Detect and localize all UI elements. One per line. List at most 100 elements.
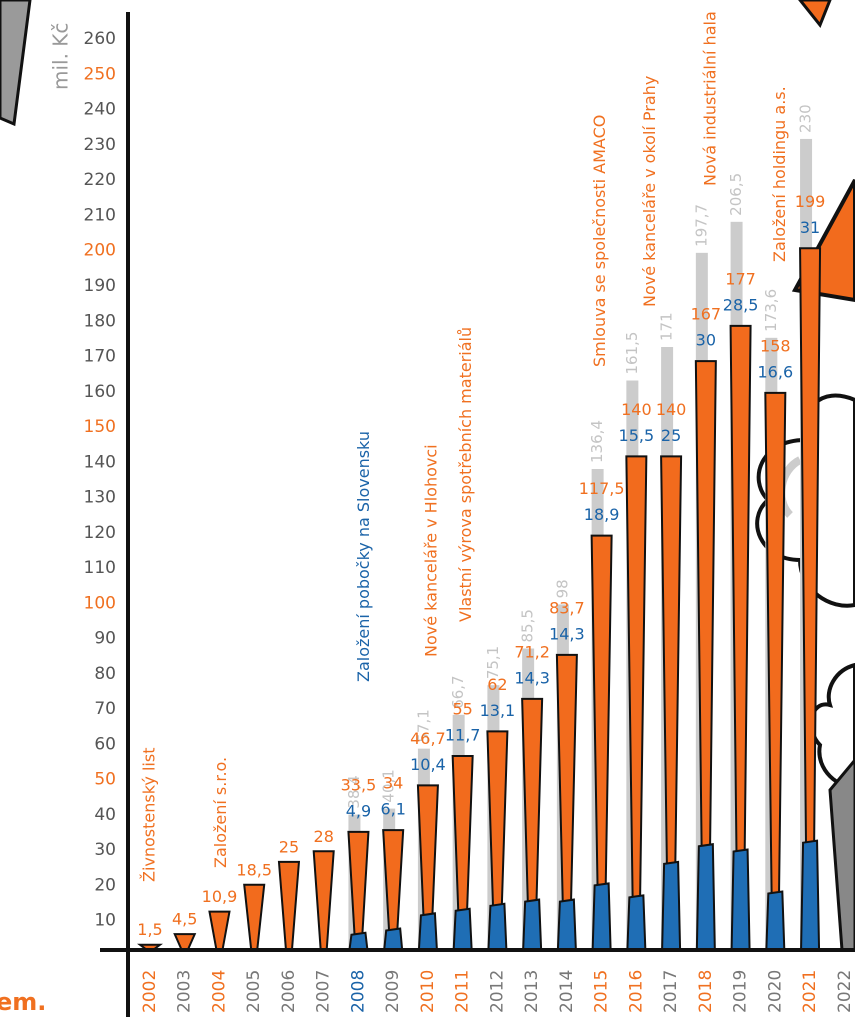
value-label: 71,2 <box>514 642 550 661</box>
bar <box>383 927 404 951</box>
value-label: 140 <box>656 400 687 419</box>
value-label: 98 <box>553 579 571 598</box>
value-label: 11,7 <box>445 726 481 745</box>
value-label: 33,5 <box>341 775 377 794</box>
x-tick-label: 2012 <box>487 970 507 1013</box>
bar <box>487 902 508 951</box>
x-tick-label: 2002 <box>140 970 160 1013</box>
y-tick-label: 130 <box>84 488 116 508</box>
value-label: 10,9 <box>202 887 238 906</box>
y-tick-label: 90 <box>94 629 116 649</box>
value-label: 136,4 <box>588 420 606 463</box>
y-tick-label: 60 <box>94 734 116 754</box>
y-tick-label: 140 <box>84 452 116 472</box>
value-label: 167 <box>691 305 722 324</box>
y-tick-label: 180 <box>84 311 116 331</box>
x-tick-label: 2022 <box>835 970 855 1013</box>
x-tick-label: 2021 <box>800 970 820 1013</box>
x-tick-label: 2015 <box>592 970 612 1013</box>
value-label: 16,6 <box>758 362 794 381</box>
y-tick-label: 200 <box>84 241 116 261</box>
value-label: 46,7 <box>410 729 446 748</box>
value-label: 85,5 <box>519 609 537 642</box>
y-tick-label: 250 <box>84 64 116 84</box>
value-label: 30 <box>696 331 716 350</box>
y-tick-label: 80 <box>94 664 116 684</box>
y-tick-label: 20 <box>94 875 116 895</box>
value-label: 230 <box>797 104 815 133</box>
bar <box>277 860 301 951</box>
y-tick-label: 30 <box>94 840 116 860</box>
x-tick-label: 2010 <box>418 970 438 1013</box>
bar <box>522 898 543 951</box>
annotation: Nové kanceláře v okolí Prahy <box>640 76 659 307</box>
y-tick-label: 240 <box>84 100 116 120</box>
bar <box>173 933 197 951</box>
x-tick-label: 2006 <box>279 970 299 1013</box>
value-label: 31 <box>800 218 820 237</box>
value-label: 28 <box>314 827 334 846</box>
bar <box>730 848 751 951</box>
x-tick-label: 2011 <box>453 970 473 1013</box>
value-label: 15,5 <box>619 426 655 445</box>
y-tick-label: 70 <box>94 699 116 719</box>
decoration <box>0 0 32 127</box>
value-label: 18,9 <box>584 505 620 524</box>
y-tick-label: 150 <box>84 417 116 437</box>
value-label: 55 <box>452 700 472 719</box>
value-label: 75,1 <box>484 646 502 679</box>
value-label: 158 <box>760 336 791 355</box>
value-label: 177 <box>725 269 756 288</box>
bar <box>800 839 821 951</box>
value-label: 28,5 <box>723 295 759 314</box>
value-label: 10,4 <box>410 755 446 774</box>
bar <box>243 883 266 951</box>
y-tick-label: 160 <box>84 382 116 402</box>
annotation: Založení pobočky na Slovensku <box>354 431 373 682</box>
x-tick-label: 2004 <box>209 970 229 1013</box>
value-label: 206,5 <box>727 173 745 216</box>
value-label: 62 <box>487 675 507 694</box>
annotation: Založení holdingu a.s. <box>770 86 789 262</box>
bar <box>765 890 786 951</box>
x-tick-label: 2008 <box>348 970 368 1013</box>
x-tick-label: 2018 <box>696 970 716 1013</box>
value-label: 25 <box>279 837 299 856</box>
value-label: 4,5 <box>172 910 197 929</box>
bar <box>417 912 438 951</box>
value-label: 25 <box>661 426 681 445</box>
y-tick-label: 260 <box>84 29 116 49</box>
y-tick-label: 120 <box>84 523 116 543</box>
x-tick-label: 2007 <box>314 970 334 1013</box>
x-tick-label: 2003 <box>175 970 195 1013</box>
annotation: Živnostenský list <box>140 748 159 882</box>
bar <box>661 860 682 951</box>
y-tick-label: 40 <box>94 805 116 825</box>
x-tick-label: 2013 <box>522 970 542 1013</box>
x-tick-label: 2016 <box>626 970 646 1013</box>
value-label: 173,6 <box>762 289 780 332</box>
value-label: 6,1 <box>380 800 405 819</box>
x-tick-label: 2005 <box>244 970 264 1013</box>
value-label: 161,5 <box>623 332 641 375</box>
value-label: 38,4 <box>345 775 363 808</box>
bar <box>695 843 716 951</box>
x-tick-label: 2019 <box>731 970 751 1013</box>
value-label: 140 <box>621 400 652 419</box>
value-label: 18,5 <box>236 860 272 879</box>
value-label: 171 <box>658 312 676 341</box>
annotation: Vlastní výrova spotřebních materiálů <box>456 327 475 622</box>
annotation: Smlouva se společnosti AMACO <box>590 115 609 367</box>
value-label: 13,1 <box>480 701 516 720</box>
x-tick-label: 2020 <box>765 970 785 1013</box>
value-label: 4,9 <box>346 801 371 820</box>
value-label: 34 <box>383 774 403 793</box>
bar <box>348 931 369 951</box>
footer-text: em. <box>0 988 46 1016</box>
plot: 10 20 30 40 50 60 70 80 90 100 110 120 130 140 150 160 1… <box>84 11 855 1013</box>
value-label: 57,1 <box>414 709 432 742</box>
y-tick-label: 170 <box>84 347 116 367</box>
value-label: 117,5 <box>579 479 625 498</box>
